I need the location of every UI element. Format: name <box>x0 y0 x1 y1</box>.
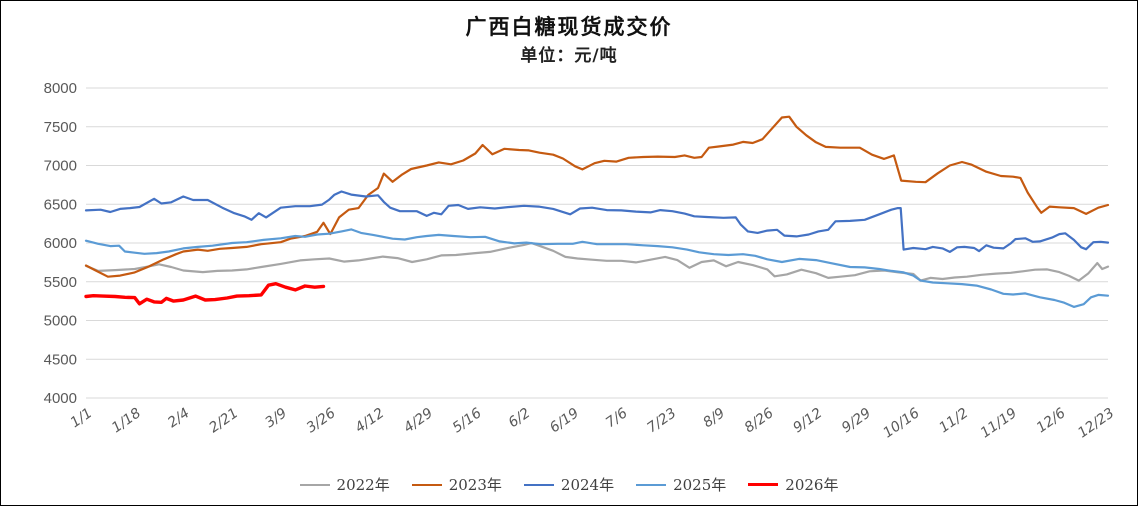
legend-item-2024年: 2024年 <box>523 474 615 495</box>
y-axis-label: 6000 <box>44 235 77 252</box>
series-line-2026年 <box>84 282 326 306</box>
legend-label: 2022年 <box>336 476 390 494</box>
chart-subtitle: 单位：元/吨 <box>520 46 618 66</box>
x-axis-label: 10/16 <box>880 405 922 441</box>
x-axis-label: 3/9 <box>262 405 290 431</box>
y-axis-label: 7500 <box>44 119 77 136</box>
x-axis-label: 11/19 <box>978 405 1020 441</box>
x-axis-label: 8/9 <box>700 405 728 431</box>
x-axis-label: 2/4 <box>165 405 193 431</box>
y-axis-label: 4500 <box>44 351 77 368</box>
x-axis-label: 4/12 <box>352 405 387 436</box>
legend-item-2023年: 2023年 <box>411 474 502 495</box>
x-axis-label: 11/2 <box>936 405 971 436</box>
legend-label: 2026年 <box>785 476 839 494</box>
x-axis-label: 1/18 <box>109 405 144 436</box>
legend-item-2025年: 2025年 <box>636 474 726 495</box>
y-axis-label: 5500 <box>44 274 77 291</box>
x-axis-label: 3/26 <box>304 405 339 436</box>
legend-swatch <box>523 483 554 486</box>
y-axis-label: 4000 <box>44 390 77 407</box>
legend-label: 2023年 <box>448 476 502 494</box>
legend-item-2022年: 2022年 <box>299 474 390 495</box>
x-axis-label: 8/26 <box>742 405 777 436</box>
x-axis-label: 5/16 <box>450 405 485 436</box>
x-axis-label: 9/12 <box>790 405 825 436</box>
legend-label: 2024年 <box>560 476 615 494</box>
x-axis-label: 1/1 <box>68 405 96 431</box>
series-line-2023年 <box>84 115 1110 278</box>
x-axis-label: 7/6 <box>603 405 631 431</box>
chart-title: 广西白糖现货成交价 <box>465 14 673 39</box>
y-axis-label: 7000 <box>44 158 77 175</box>
x-axis-label: 7/23 <box>644 405 679 436</box>
x-axis-label: 12/23 <box>1075 405 1117 441</box>
x-axis-label: 6/19 <box>547 405 582 436</box>
legend-swatch <box>748 483 779 486</box>
x-axis-label: 2/21 <box>206 405 241 436</box>
y-axis-label: 6500 <box>44 196 77 213</box>
legend-label: 2025年 <box>673 476 727 494</box>
x-axis-label: 12/6 <box>1034 405 1069 436</box>
legend-swatch <box>411 483 442 486</box>
y-axis-label: 8000 <box>44 80 77 97</box>
y-axis-label: 5000 <box>44 313 77 330</box>
legend-swatch <box>636 483 667 486</box>
series-line-2022年 <box>84 241 1110 282</box>
series-line-2024年 <box>84 190 1110 253</box>
x-axis-label: 6/2 <box>506 405 534 431</box>
x-axis-label: 4/29 <box>401 405 436 436</box>
x-axis-label: 9/29 <box>839 405 874 436</box>
legend-swatch <box>299 483 330 486</box>
legend: 2022年 2023年 2024年 2025年 2026年 <box>1 474 1137 495</box>
series-line-2025年 <box>84 228 1110 308</box>
legend-item-2026年: 2026年 <box>748 474 838 495</box>
